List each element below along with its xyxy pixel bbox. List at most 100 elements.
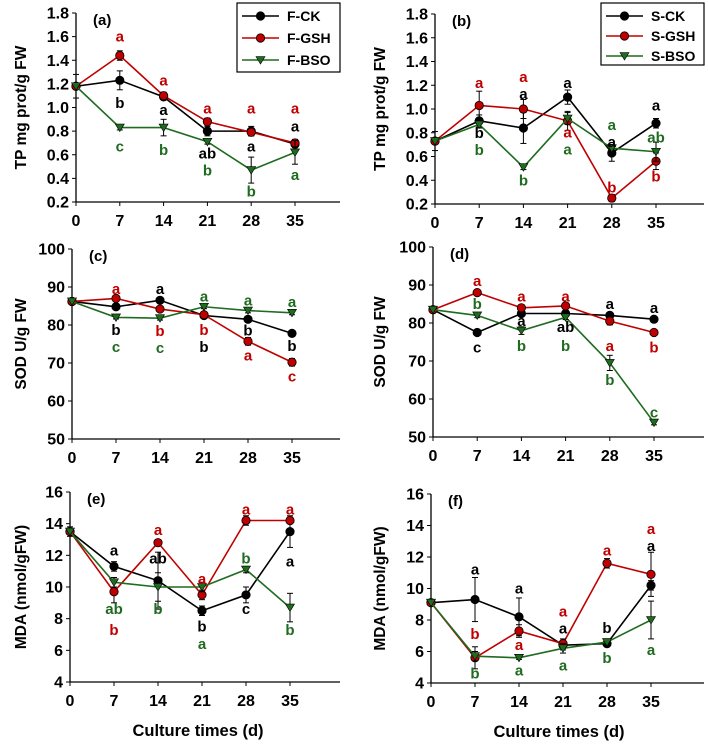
- x-tick-label: 14: [510, 694, 528, 711]
- data-point: [241, 590, 251, 600]
- significance-letter: ab: [557, 319, 575, 336]
- series-line: [432, 308, 655, 334]
- series-gsh: [65, 515, 295, 604]
- panel-label: (e): [87, 491, 105, 508]
- data-point: [115, 50, 125, 61]
- data-point: [114, 123, 125, 133]
- significance-letter: b: [475, 142, 484, 159]
- significance-letter: ab: [105, 601, 123, 618]
- significance-letter: a: [473, 273, 482, 290]
- legend-label: F-BSO: [287, 52, 331, 68]
- y-tick-label: 1.8: [406, 7, 428, 24]
- significance-letter: a: [647, 521, 656, 538]
- significance-letter: b: [285, 622, 294, 639]
- data-point: [202, 126, 212, 136]
- legend-label: S-BSO: [651, 48, 695, 64]
- legend-marker: [619, 11, 630, 21]
- data-point: [110, 313, 122, 322]
- significance-letter: ab: [647, 130, 665, 147]
- y-tick-label: 6: [54, 643, 63, 660]
- significance-letter: a: [517, 313, 526, 330]
- data-point: [285, 526, 295, 537]
- data-point: [155, 304, 165, 314]
- y-axis-label: TP mg prot/g FW: [372, 47, 389, 171]
- data-point: [197, 606, 207, 616]
- y-tick-label: 1.2: [47, 76, 69, 93]
- significance-letter: a: [515, 581, 524, 598]
- data-point: [518, 163, 529, 172]
- significance-letter: a: [561, 288, 570, 305]
- significance-letter: b: [199, 322, 208, 339]
- x-tick-label: 21: [554, 694, 572, 711]
- significance-letter: a: [650, 300, 659, 317]
- legend-marker: [619, 52, 630, 61]
- significance-letter: a: [608, 117, 617, 134]
- data-point: [472, 287, 482, 298]
- y-tick-label: 8: [54, 611, 63, 628]
- series-bso: [64, 527, 296, 623]
- significance-letter: c: [112, 339, 120, 356]
- significance-letter: a: [198, 571, 207, 588]
- data-point: [196, 583, 208, 592]
- significance-letter: a: [244, 347, 253, 364]
- series-ck: [430, 89, 661, 162]
- legend: F-CK F-GSH F-BSO: [236, 2, 341, 73]
- x-tick-label: 0: [72, 213, 81, 230]
- x-tick-label: 35: [281, 693, 299, 710]
- significance-letter: a: [517, 288, 526, 305]
- panel-label: (c): [89, 248, 107, 265]
- y-tick-label: 90: [408, 278, 426, 295]
- x-tick-label: 35: [645, 448, 663, 465]
- y-axis-label: MDA (nmol/gFW): [372, 526, 389, 650]
- legend: S-CK S-GSH S-BSO: [600, 2, 705, 66]
- panel-label: (f): [448, 493, 463, 510]
- series-bso: [70, 82, 301, 184]
- series-line: [432, 308, 655, 424]
- chart-panel-a: 0.2 0.4 0.6 0.8 1.0 1.2 1.4 1.6 1.8 0 7 14 21 28 35 TP …: [13, 2, 341, 230]
- significance-letter: b: [241, 551, 250, 568]
- y-tick-label: 0.8: [406, 125, 428, 142]
- series-line: [434, 104, 657, 200]
- x-tick-label: 0: [431, 215, 440, 232]
- legend-marker: [255, 56, 266, 65]
- series-gsh: [426, 551, 656, 670]
- y-tick-label: 16: [406, 487, 424, 504]
- data-point: [66, 297, 78, 307]
- data-point: [111, 302, 121, 312]
- significance-letter: b: [287, 338, 296, 355]
- x-tick-label: 28: [603, 215, 621, 232]
- series-line: [69, 519, 290, 597]
- series-line: [430, 562, 652, 659]
- y-tick-label: 50: [408, 430, 426, 447]
- y-tick-label: 90: [47, 280, 65, 297]
- data-point: [64, 527, 76, 537]
- significance-letter: a: [475, 75, 484, 92]
- x-tick-label: 21: [557, 448, 575, 465]
- data-point: [651, 118, 661, 128]
- x-tick-label: 7: [112, 450, 121, 467]
- legend-label: S-GSH: [651, 28, 695, 44]
- data-point: [243, 336, 253, 346]
- y-tick-label: 0.2: [47, 195, 69, 212]
- significance-letter: b: [199, 339, 208, 356]
- data-point: [108, 578, 120, 587]
- x-tick-label: 21: [199, 213, 217, 230]
- data-point: [516, 303, 527, 313]
- significance-letter: a: [647, 642, 656, 659]
- data-point: [158, 123, 169, 133]
- y-tick-label: 14: [45, 516, 63, 533]
- x-tick-label: 28: [237, 693, 255, 710]
- x-axis-label: Culture times (d): [132, 722, 263, 740]
- significance-letter: a: [515, 637, 524, 654]
- x-tick-label: 14: [515, 215, 533, 232]
- y-tick-label: 12: [406, 550, 424, 567]
- y-tick-label: 10: [406, 581, 424, 598]
- series-line: [434, 96, 657, 155]
- significance-letter: a: [559, 604, 568, 621]
- significance-letter: b: [651, 169, 660, 186]
- significance-letter: a: [291, 167, 300, 184]
- data-point: [604, 359, 615, 368]
